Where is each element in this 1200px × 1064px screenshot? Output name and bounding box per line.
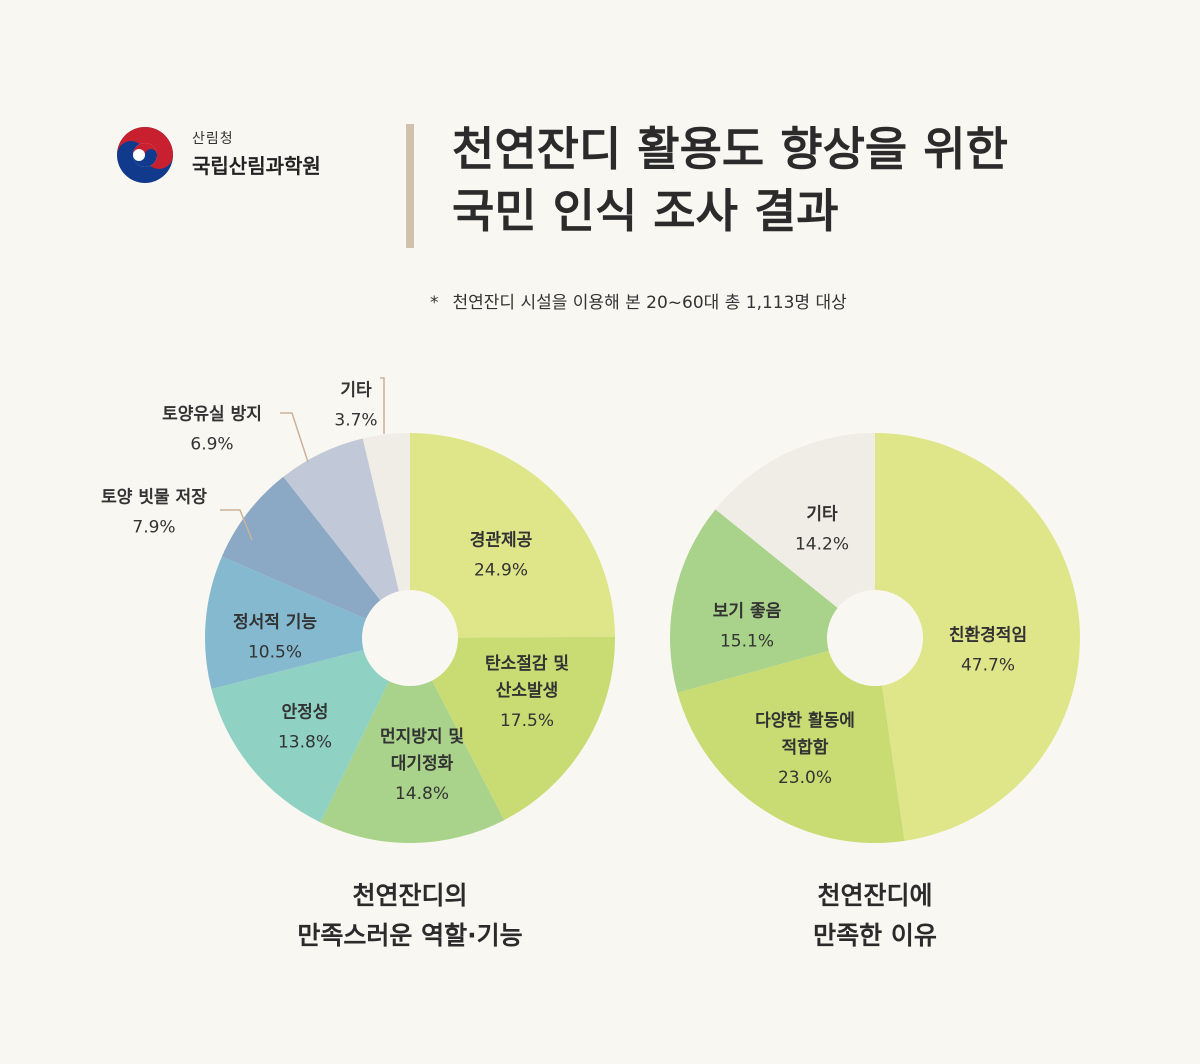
pie2-slice-다양한-활동에-적합함 [677, 638, 905, 843]
pie1-leader-토양-빗물-저장 [220, 509, 253, 541]
pie2-value-다양한-활동에-적합함: 23.0% [778, 768, 832, 788]
pie1-value-탄소절감-및-산소발생: 17.5% [500, 711, 554, 731]
pie1-slice-토양-빗물-저장 [221, 476, 410, 638]
pie2-value-친환경적임: 47.7% [961, 656, 1015, 676]
logo-org-name: 국립산림과학원 [192, 154, 321, 178]
pie2-slice-기타 [715, 433, 875, 638]
pie1-leader-기타 [380, 377, 385, 434]
pie2-label-보기-좋음: 보기 좋음 [713, 602, 782, 622]
pie1-slice-먼지방지-및-대기정화 [320, 638, 505, 844]
logo-subtitle: 산림청 [192, 131, 234, 147]
pie1-slice-경관제공 [410, 433, 615, 638]
pie1-label-기타: 기타 [340, 381, 372, 401]
caption-1-line-1: 천연잔디의 [352, 881, 468, 910]
page-title: 천연잔디 활용도 향상을 위한 국민 인식 조사 결과 [452, 118, 1008, 242]
logo: 산림청 국립산림과학원 [116, 126, 376, 186]
pie2-label-다양한-활동에-적합함: 다양한 활동에 [755, 710, 855, 731]
pie1-label-안정성: 안정성 [282, 703, 329, 723]
pie1-label-토양-빗물-저장: 토양 빗물 저장 [101, 488, 207, 508]
pie1-value-기타: 3.7% [334, 411, 377, 431]
pie1-value-토양유실-방지: 6.9% [190, 435, 233, 455]
pie1-label-먼지방지-및-대기정화: 먼지방지 및 [380, 727, 464, 747]
caption-chart-2: 천연잔디에 만족한 이유 [715, 876, 1035, 956]
pie2-label-다양한-활동에-적합함: 적합함 [782, 737, 829, 758]
survey-note: * 천연잔디 시설을 이용해 본 20~60대 총 1,113명 대상 [430, 288, 847, 313]
pie1-value-경관제공: 24.9% [474, 561, 528, 581]
note-text: 천연잔디 시설을 이용해 본 20~60대 총 1,113명 대상 [452, 293, 847, 313]
pie1-center-hole [362, 590, 458, 686]
pie1-slice-기타 [362, 433, 410, 638]
pie1-label-토양유실-방지: 토양유실 방지 [162, 405, 262, 425]
pie1-value-먼지방지-및-대기정화: 14.8% [395, 784, 449, 804]
pie2-label-기타: 기타 [806, 505, 838, 525]
pie2-center-hole [827, 590, 923, 686]
pie1-value-안정성: 13.8% [278, 733, 332, 753]
pie1-slice-토양유실-방지 [283, 438, 410, 638]
title-line-2: 국민 인식 조사 결과 [452, 184, 839, 238]
caption-1-line-2: 만족스러운 역할·기능 [297, 921, 523, 950]
pie2-slice-보기-좋음 [670, 509, 875, 693]
caption-chart-1: 천연잔디의 만족스러운 역할·기능 [250, 876, 570, 956]
pie2-value-기타: 14.2% [795, 535, 849, 555]
pie1-label-먼지방지-및-대기정화: 대기정화 [391, 754, 454, 774]
pie1-slice-정서적-기능 [204, 556, 410, 689]
caption-2-line-2: 만족한 이유 [813, 921, 937, 950]
pie1-label-탄소절감-및-산소발생: 산소발생 [496, 681, 559, 701]
pie1-label-정서적-기능: 정서적 기능 [233, 613, 317, 633]
pie2-label-친환경적임: 친환경적임 [949, 625, 1027, 646]
pie1-value-정서적-기능: 10.5% [248, 643, 302, 663]
pie2-slice-친환경적임 [875, 433, 1080, 841]
pie1-slice-탄소절감-및-산소발생 [410, 636, 616, 821]
pie1-label-경관제공: 경관제공 [470, 531, 533, 551]
pie1-leader-토양유실-방지 [280, 412, 309, 463]
taegeuk-emblem-icon [117, 127, 173, 183]
caption-2-line-1: 천연잔디에 [817, 881, 933, 910]
note-asterisk: * [430, 293, 439, 313]
title-accent-bar [406, 124, 414, 248]
title-line-1: 천연잔디 활용도 향상을 위한 [452, 122, 1008, 176]
pie1-slice-안정성 [211, 638, 410, 823]
pie1-label-탄소절감-및-산소발생: 탄소절감 및 [485, 653, 569, 674]
pie1-value-토양-빗물-저장: 7.9% [132, 518, 175, 538]
pie2-value-보기-좋음: 15.1% [720, 632, 774, 652]
